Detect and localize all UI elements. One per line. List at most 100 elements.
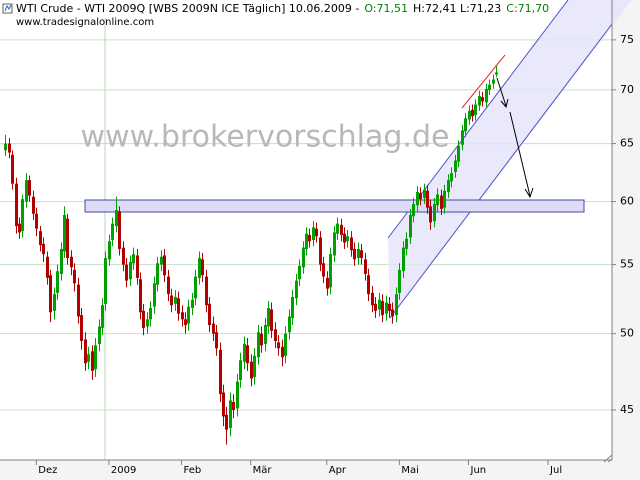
candle-body <box>115 210 118 227</box>
candle-body <box>132 254 135 264</box>
x-tick-label: 2009 <box>111 465 136 476</box>
candle-body <box>423 189 426 198</box>
candle-body <box>274 329 277 341</box>
candle-body <box>87 354 90 362</box>
trend-line <box>461 54 506 109</box>
candle-body <box>481 97 484 102</box>
candle-body <box>80 315 83 341</box>
arrow-line <box>509 111 531 197</box>
x-axis-area <box>0 460 640 480</box>
candle-body <box>222 392 225 417</box>
candle-body <box>478 96 481 106</box>
candle-body <box>353 248 356 260</box>
candle-body <box>70 256 73 268</box>
candle-body <box>53 294 56 311</box>
candle-body <box>111 223 114 241</box>
candle-body <box>333 232 336 256</box>
ohlc-label: H:72,41 L:71,23 <box>413 2 501 15</box>
ohlc-label: O:71,51 <box>364 2 408 15</box>
candle-body <box>63 214 66 252</box>
candle-body <box>405 238 408 249</box>
candle-body <box>139 279 142 313</box>
candle-body <box>457 145 460 162</box>
candle-body <box>219 349 222 395</box>
candle-body <box>84 339 87 364</box>
candle-body <box>388 303 391 311</box>
candle-body <box>284 333 287 356</box>
subtitle: www.tradesignalonline.com <box>16 17 154 28</box>
candle-body <box>288 316 291 333</box>
watermark: www.brokervorschlag.de <box>81 120 450 155</box>
candle-body <box>205 276 208 306</box>
candle-body <box>492 79 495 84</box>
candle-body <box>326 277 329 289</box>
candle-body <box>409 214 412 238</box>
candle-body <box>371 292 374 306</box>
candle-body <box>419 193 422 200</box>
candle-body <box>277 342 280 349</box>
candle-body <box>232 402 235 411</box>
candle-body <box>253 355 256 377</box>
candle-body <box>184 319 187 326</box>
candle-body <box>142 310 145 328</box>
candle-body <box>429 206 432 223</box>
candle-body <box>160 256 163 265</box>
candle-body <box>136 255 139 278</box>
x-tick-label: Mär <box>253 465 273 476</box>
candle-body <box>450 173 453 182</box>
candle-body <box>295 280 298 299</box>
candle-body <box>46 256 49 278</box>
candle-body <box>402 247 405 272</box>
candle-body <box>229 400 232 428</box>
candle-body <box>250 361 253 379</box>
x-tick-label: Apr <box>329 465 347 476</box>
y-tick-label: 50 <box>620 327 634 340</box>
candle-body <box>340 224 343 235</box>
candle-body <box>260 333 263 346</box>
candle-body <box>461 130 464 145</box>
candle-body <box>319 237 322 265</box>
candle-body <box>416 191 419 206</box>
candle-body <box>208 303 211 326</box>
candle-body <box>101 305 104 328</box>
candle-body <box>60 248 63 274</box>
candle-body <box>243 343 246 362</box>
candle-body <box>187 306 190 324</box>
candle-body <box>77 284 80 317</box>
candle-body <box>395 294 398 316</box>
candle-body <box>312 227 315 241</box>
candle-body <box>468 110 471 120</box>
candle-body <box>485 88 488 103</box>
candle-body <box>122 247 125 265</box>
x-tick-label: Jul <box>549 465 562 476</box>
candle-body <box>212 323 215 334</box>
candle-body <box>91 351 94 371</box>
candles <box>4 65 498 445</box>
candle-body <box>108 241 111 260</box>
candle-body <box>433 203 436 222</box>
candle-body <box>215 332 218 349</box>
candle-body <box>381 301 384 316</box>
candle-body <box>391 309 394 317</box>
candle-body <box>302 247 305 268</box>
candle-body <box>25 180 28 202</box>
candle-body <box>11 154 14 184</box>
candle-body <box>225 414 228 430</box>
candle-body <box>94 345 97 370</box>
candle-body <box>28 180 31 196</box>
candle-body <box>471 109 474 117</box>
candle-body <box>267 308 270 327</box>
candle-body <box>129 261 132 280</box>
arrow-head <box>500 98 509 109</box>
x-tick-label: Jun <box>470 465 487 476</box>
candle-body <box>270 309 273 331</box>
candle-body <box>32 196 35 214</box>
y-tick-label: 70 <box>620 83 634 96</box>
candle-body <box>239 360 242 381</box>
candle-body <box>49 275 52 313</box>
y-tick-label: 55 <box>620 258 634 271</box>
candle-body <box>495 72 498 75</box>
candle-body <box>281 346 284 358</box>
y-tick-label: 65 <box>620 137 634 150</box>
